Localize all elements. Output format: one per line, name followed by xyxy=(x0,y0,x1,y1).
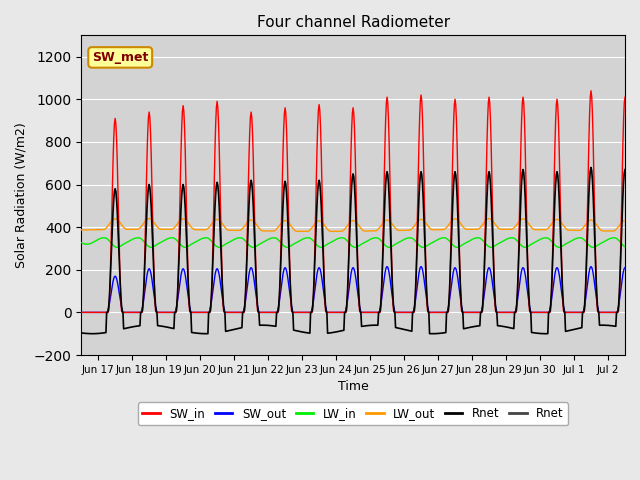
X-axis label: Time: Time xyxy=(338,380,369,393)
Y-axis label: Solar Radiation (W/m2): Solar Radiation (W/m2) xyxy=(15,122,28,268)
Title: Four channel Radiometer: Four channel Radiometer xyxy=(257,15,450,30)
Text: SW_met: SW_met xyxy=(92,51,148,64)
Legend: SW_in, SW_out, LW_in, LW_out, Rnet, Rnet: SW_in, SW_out, LW_in, LW_out, Rnet, Rnet xyxy=(138,402,568,425)
